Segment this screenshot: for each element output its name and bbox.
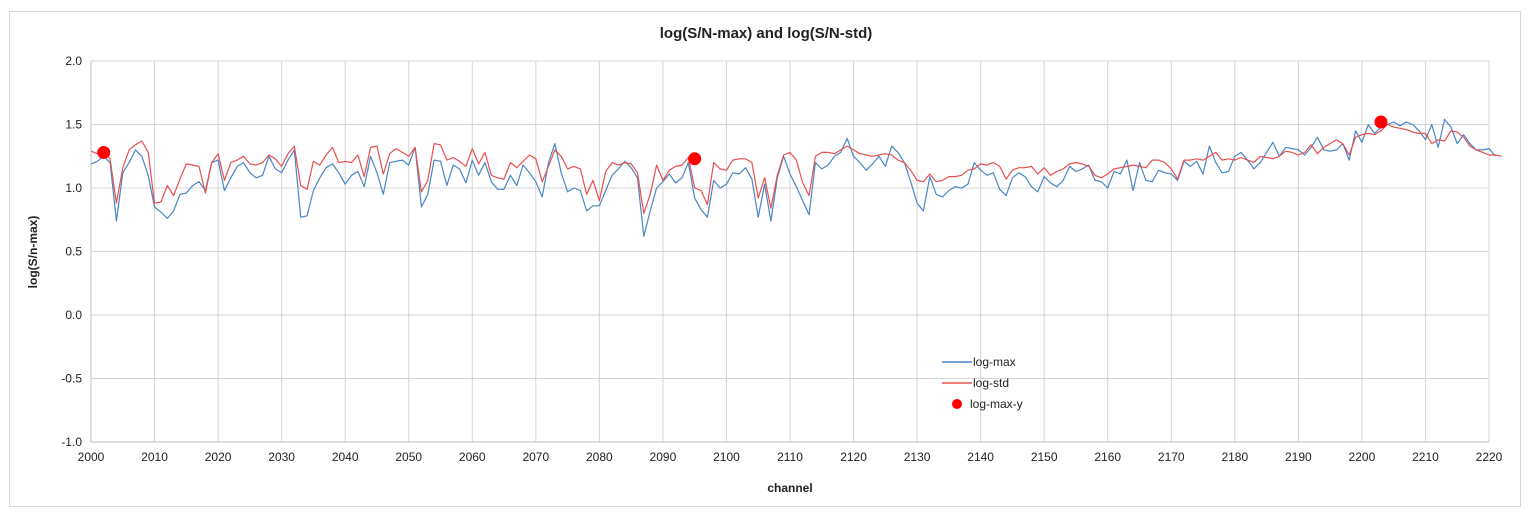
y-tick-label: 0.0	[65, 308, 82, 322]
series-line-log-std	[90, 123, 1502, 214]
y-tick-label: -1.0	[61, 435, 82, 449]
y-tick-label: 0.5	[65, 245, 82, 259]
legend-label: log-max	[973, 355, 1016, 369]
x-tick-label: 2000	[78, 450, 105, 464]
series-log-max-y	[97, 115, 1388, 166]
axis-titles: channel log(S/n-max)	[26, 216, 813, 495]
y-tick-label: 1.0	[65, 181, 82, 195]
x-tick-label: 2080	[586, 450, 613, 464]
x-tick-label: 2150	[1031, 450, 1058, 464]
legend: log-max log-std log-max-y	[942, 355, 1023, 411]
x-tick-label: 2090	[650, 450, 677, 464]
y-tick-label: 2.0	[65, 54, 82, 68]
legend-marker	[952, 399, 962, 409]
x-tick-label: 2200	[1349, 450, 1376, 464]
x-tick-label: 2170	[1158, 450, 1185, 464]
y-tick-label: -0.5	[61, 372, 82, 386]
x-tick-label: 2140	[967, 450, 994, 464]
y-axis-title: log(S/n-max)	[26, 216, 40, 289]
x-tick-label: 2210	[1412, 450, 1439, 464]
x-tick-label: 2160	[1094, 450, 1121, 464]
x-tick-label: 2110	[777, 450, 803, 464]
x-tick-label: 2120	[840, 450, 867, 464]
x-tick-label: 2040	[332, 450, 359, 464]
series-line-log-max	[90, 118, 1496, 237]
x-tick-label: 2050	[395, 450, 422, 464]
chart-title: log(S/N-max) and log(S/N-std)	[660, 25, 873, 42]
data-point	[688, 152, 702, 166]
y-tick-label: 1.5	[65, 118, 82, 132]
data-point	[97, 145, 111, 159]
x-tick-label: 2130	[904, 450, 931, 464]
x-tick-label: 2070	[522, 450, 549, 464]
x-tick-label: 2190	[1285, 450, 1312, 464]
x-tick-label: 2020	[205, 450, 232, 464]
legend-label: log-max-y	[970, 397, 1023, 411]
x-tick-label: 2180	[1221, 450, 1248, 464]
series-group	[90, 115, 1502, 237]
chart-frame	[9, 11, 1521, 507]
gridlines	[90, 60, 1490, 443]
x-tick-label: 2220	[1476, 450, 1503, 464]
x-tick-label: 2030	[268, 450, 295, 464]
x-tick-label: 2060	[459, 450, 486, 464]
x-axis-title: channel	[767, 481, 812, 495]
x-tick-label: 2010	[141, 450, 168, 464]
data-point	[1374, 115, 1388, 129]
x-tick-label: 2100	[713, 450, 740, 464]
legend-label: log-std	[973, 376, 1009, 390]
